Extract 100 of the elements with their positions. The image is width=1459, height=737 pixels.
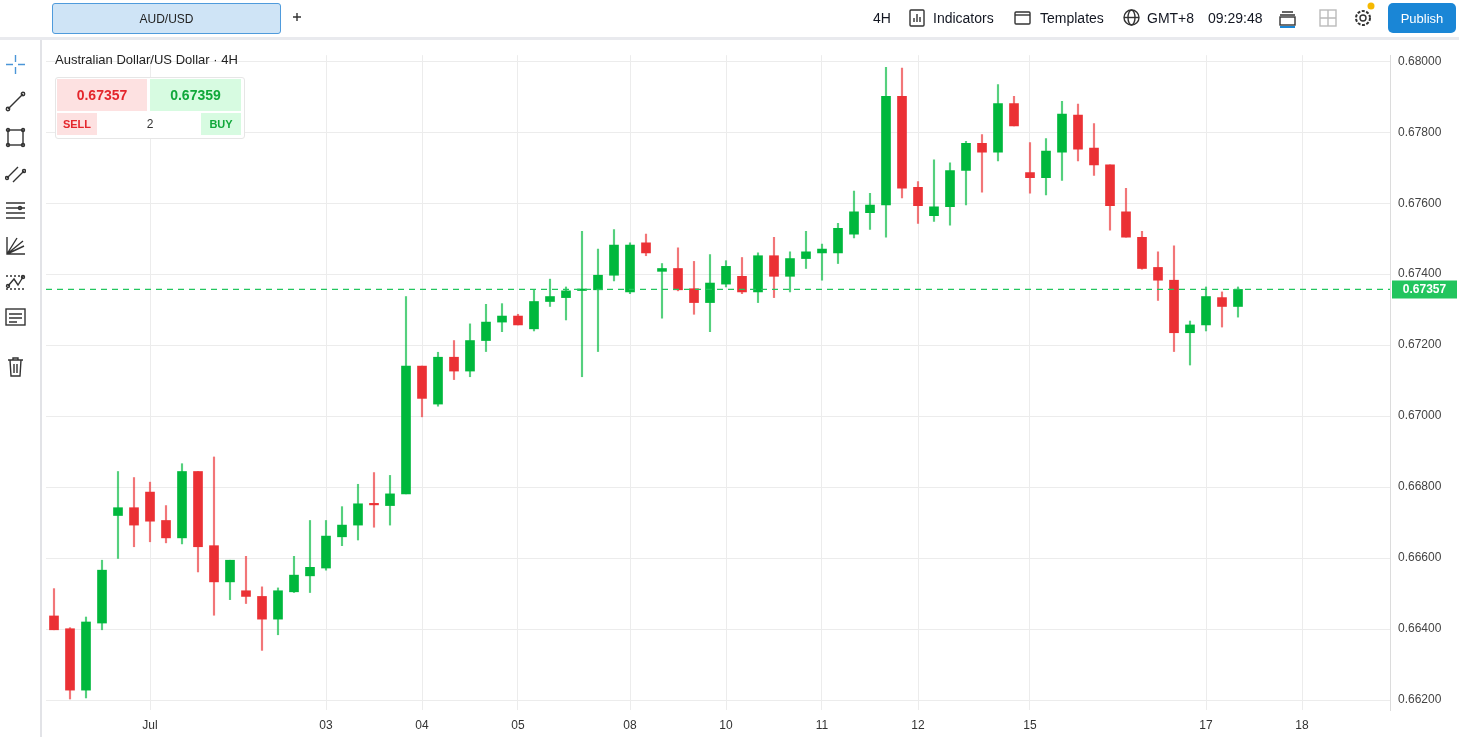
y-tick-label: 0.67200 xyxy=(1398,337,1442,352)
candlestick xyxy=(481,304,491,352)
candlestick xyxy=(1057,101,1067,181)
candlestick xyxy=(145,481,155,543)
candlestick xyxy=(801,230,811,269)
candlestick xyxy=(1185,320,1195,366)
candlestick xyxy=(705,254,715,332)
candlestick xyxy=(609,229,619,282)
text: 09:29:48 xyxy=(1208,9,1263,27)
candlestick xyxy=(785,251,795,293)
candlestick xyxy=(1009,96,1019,127)
candlestick xyxy=(193,471,203,573)
x-tick-label: 18 xyxy=(1295,717,1309,732)
candlestick xyxy=(289,556,299,593)
candlestick xyxy=(97,559,107,631)
candlestick xyxy=(1073,103,1083,162)
candlestick xyxy=(81,616,91,699)
candlestick xyxy=(513,313,523,326)
candlestick xyxy=(129,477,139,548)
candlestick xyxy=(1025,142,1035,194)
candlestick xyxy=(177,463,187,545)
candlestick xyxy=(529,289,539,332)
candlestick xyxy=(385,475,395,526)
x-tick-label: Jul xyxy=(142,717,158,732)
candlestick xyxy=(1217,291,1227,328)
y-tick-label: 0.67600 xyxy=(1398,195,1442,210)
x-tick-label: 04 xyxy=(415,717,429,732)
candlestick xyxy=(241,556,251,604)
candlestick xyxy=(257,586,267,651)
candlestick xyxy=(961,141,971,206)
candlestick xyxy=(993,84,1003,162)
text: Indicators xyxy=(933,9,994,27)
candlestick xyxy=(593,248,603,352)
candlestick xyxy=(1041,138,1051,196)
candlestick xyxy=(881,66,891,238)
candlestick xyxy=(849,190,859,239)
ref-line-label: 0.67357 xyxy=(1402,281,1447,296)
candlestick xyxy=(369,472,379,528)
candlestick xyxy=(865,192,875,230)
annotation: BUY xyxy=(201,113,241,135)
candlestick xyxy=(225,559,235,600)
candlestick xyxy=(49,588,59,631)
candlestick xyxy=(1105,164,1115,231)
candlestick xyxy=(929,159,939,222)
chart-title: Australian Dollar/US Dollar · 4H xyxy=(55,52,238,67)
text: Publish xyxy=(1388,3,1456,33)
candlestick xyxy=(977,134,987,193)
candlestick xyxy=(1137,230,1147,270)
text: 4H xyxy=(873,9,891,27)
candlestick xyxy=(65,627,75,700)
candlestick xyxy=(1153,251,1163,301)
candlestick xyxy=(1169,245,1179,352)
candlestick xyxy=(689,261,699,315)
y-tick-label: 0.66400 xyxy=(1398,621,1442,636)
candlestick xyxy=(625,242,635,295)
candlestick xyxy=(465,323,475,378)
candlestick xyxy=(545,278,555,307)
candlestick xyxy=(209,456,219,616)
candlestick xyxy=(337,506,347,547)
candlestick xyxy=(497,303,507,332)
candlestick xyxy=(737,257,747,295)
x-tick-label: 17 xyxy=(1199,717,1213,732)
candlestick xyxy=(833,223,843,264)
annotation: 0.67359 xyxy=(150,79,241,111)
candlestick xyxy=(913,181,923,224)
x-tick-label: 15 xyxy=(1023,717,1037,732)
y-tick-label: 0.67400 xyxy=(1398,266,1442,281)
x-tick-label: 10 xyxy=(719,717,733,732)
annotation: SELL xyxy=(57,113,97,135)
candlestick xyxy=(161,505,171,544)
y-tick-label: 0.66800 xyxy=(1398,479,1442,494)
text: AUD/USD xyxy=(52,3,281,34)
x-tick-label: 05 xyxy=(511,717,525,732)
candlestick xyxy=(1201,286,1211,332)
x-tick-label: 03 xyxy=(319,717,333,732)
candlestick xyxy=(657,263,667,319)
text: Templates xyxy=(1040,9,1104,27)
candlestick xyxy=(769,236,779,298)
y-tick-label: 0.68000 xyxy=(1398,53,1442,68)
candlestick xyxy=(449,340,459,380)
candlestick xyxy=(1121,187,1131,238)
y-tick-label: 0.67000 xyxy=(1398,408,1442,423)
candlestick xyxy=(321,520,331,571)
candlestick xyxy=(1089,123,1099,176)
candlestick xyxy=(353,483,363,541)
text: GMT+8 xyxy=(1147,9,1195,27)
candlestick xyxy=(305,520,315,593)
y-tick-label: 0.66600 xyxy=(1398,550,1442,565)
candlestick xyxy=(417,365,427,418)
annotation: 0.67357 xyxy=(57,79,147,111)
candlestick xyxy=(897,67,907,199)
y-tick-label: 0.66200 xyxy=(1398,692,1442,707)
candlestick xyxy=(273,587,283,636)
candlestick xyxy=(433,351,443,407)
x-tick-label: 11 xyxy=(815,717,829,732)
candlestick xyxy=(401,296,411,495)
candlestick xyxy=(817,243,827,281)
annotation: 2 xyxy=(145,116,155,133)
candlestick xyxy=(721,260,731,288)
candlestick xyxy=(945,162,955,226)
